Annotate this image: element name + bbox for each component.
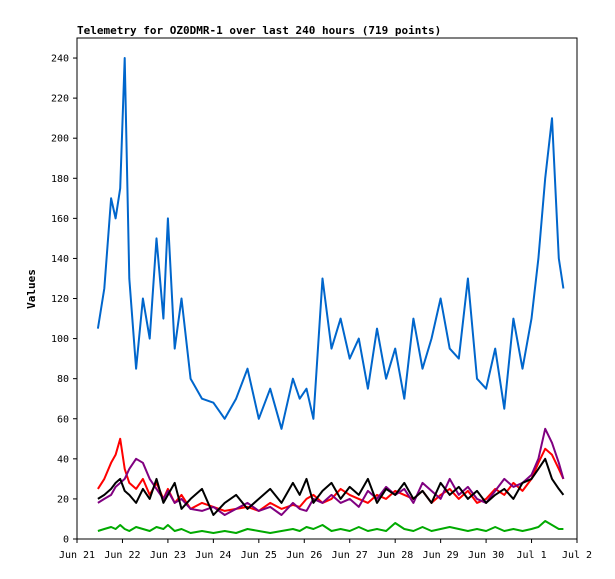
y-tick-label: 40 — [57, 454, 69, 465]
y-tick-label: 120 — [51, 294, 69, 305]
series-line-1 — [96, 57, 565, 430]
y-tick-label: 160 — [51, 214, 69, 225]
x-tick-label: Jun 24 — [195, 550, 231, 561]
x-tick-label: Jun 25 — [241, 550, 277, 561]
y-axis: 0 20 40 60 80 100 120 140 160 180 200 220 240 — [51, 54, 77, 546]
x-tick-label: Jun 26 — [286, 550, 322, 561]
plot-frame — [76, 37, 578, 540]
series-line-5 — [97, 520, 564, 534]
x-axis: Jun 21 Jun 22 Jun 23 Jun 24 Jun 25 Jun 26 Jun … — [59, 539, 592, 561]
x-tick-label: Jul 1 — [516, 550, 546, 561]
y-tick-label: 80 — [57, 374, 69, 385]
chart-title: Telemetry for OZ0DMR-1 over last 240 hou… — [77, 24, 441, 37]
x-tick-label: Jun 28 — [377, 550, 413, 561]
x-tick-label: Jun 29 — [423, 550, 459, 561]
y-tick-label: 240 — [51, 54, 69, 65]
series-layer — [96, 57, 565, 534]
y-tick-label: 220 — [51, 94, 69, 105]
y-tick-label: 20 — [57, 494, 69, 505]
x-tick-label: Jun 30 — [468, 550, 504, 561]
y-tick-label: 60 — [57, 414, 69, 425]
x-tick-label: Jun 27 — [332, 550, 368, 561]
y-tick-label: 0 — [63, 535, 69, 546]
x-tick-label: Jun 22 — [104, 550, 140, 561]
y-axis-label: Values — [25, 269, 38, 309]
x-tick-label: Jun 21 — [59, 550, 95, 561]
y-tick-label: 200 — [51, 134, 69, 145]
x-tick-label: Jun 23 — [150, 550, 186, 561]
x-tick-label: Jul 2 — [562, 550, 592, 561]
series-line-3 — [97, 427, 565, 516]
series-line-4 — [97, 457, 565, 516]
y-tick-label: 100 — [51, 334, 69, 345]
y-tick-label: 140 — [51, 254, 69, 265]
y-tick-label: 180 — [51, 174, 69, 185]
